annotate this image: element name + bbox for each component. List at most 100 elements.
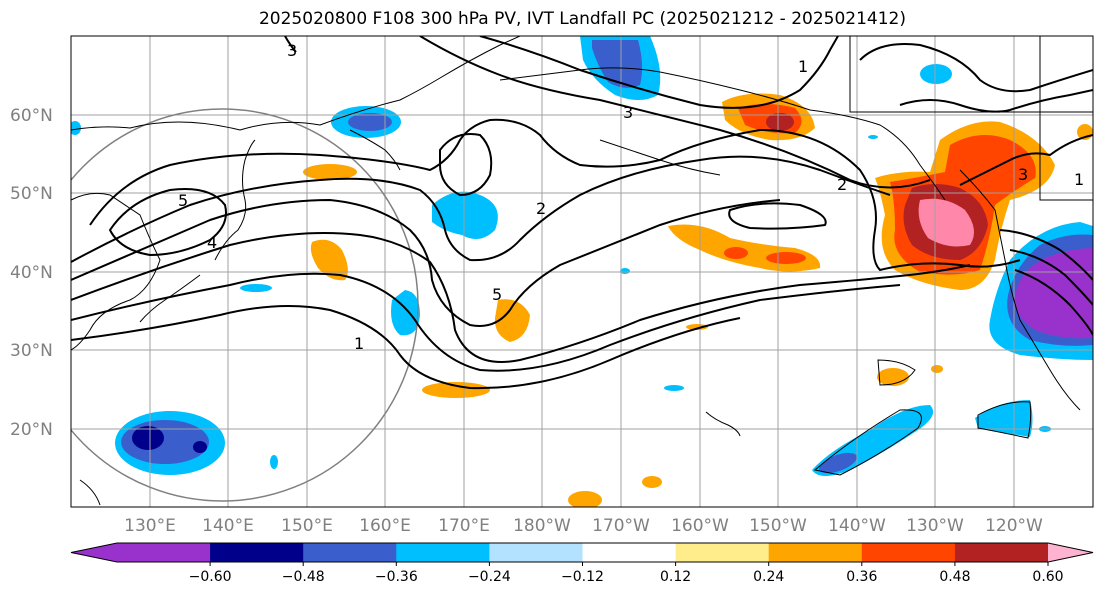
- anomaly-blob: [975, 400, 1033, 437]
- longitude-labels: 130°E 140°E 150°E 160°E 170°E 180°W 170°…: [124, 516, 1043, 536]
- coastline: [71, 192, 161, 351]
- coastline: [705, 411, 741, 437]
- colorbar-segment: [396, 543, 490, 562]
- anomaly-blob: [71, 121, 81, 135]
- anomaly-blob: [270, 455, 278, 469]
- contour-label: 3: [287, 41, 297, 60]
- contour-line: [1009, 249, 1093, 306]
- contour-label: 1: [354, 334, 364, 353]
- colorbar-extend-max: [1048, 543, 1093, 562]
- colorbar-segment: [210, 543, 304, 562]
- range-circle: [71, 108, 419, 502]
- colorbar-outline: [70, 542, 1094, 563]
- anomaly-blob: [568, 491, 602, 507]
- coastline: [959, 169, 1081, 411]
- lon-label: 170°W: [592, 516, 650, 536]
- contour-label: 3: [1018, 165, 1028, 184]
- anomaly-blob: [724, 247, 748, 259]
- anomaly-blob: [310, 239, 348, 281]
- coastline: [79, 479, 101, 506]
- lon-label: 180°W: [513, 516, 571, 536]
- contour-line: [284, 36, 297, 53]
- contour-line: [859, 43, 1093, 93]
- contour-line: [728, 202, 827, 230]
- contour-label: 5: [178, 191, 188, 210]
- contour-line: [479, 36, 839, 109]
- lon-label: 140°W: [828, 516, 886, 536]
- contour-line: [899, 89, 1093, 113]
- anomaly-blob: [348, 113, 392, 131]
- border: [1039, 36, 1093, 201]
- coastline: [499, 67, 946, 201]
- colorbar-segment: [954, 543, 1049, 562]
- anomaly-blob: [819, 452, 857, 474]
- anomaly-blob: [766, 113, 794, 131]
- colorbar-tick-label: −0.24: [468, 569, 511, 585]
- contour-label: 5: [492, 285, 502, 304]
- contour-line: [71, 272, 901, 372]
- anomaly-blob: [766, 252, 806, 264]
- contour-line: [71, 155, 891, 263]
- contour-line: [439, 133, 493, 197]
- contour-line: [89, 118, 1021, 272]
- coastline: [139, 274, 201, 323]
- colorbar-segment: [861, 543, 956, 562]
- coastline: [214, 139, 256, 261]
- lon-label: 160°W: [671, 516, 729, 536]
- colorbar: −0.60 −0.48 −0.36 −0.24 −0.12 0.12 0.24 0.36 0.4…: [70, 542, 1094, 585]
- contour-label: 2: [837, 175, 847, 194]
- contour-line: [877, 359, 916, 386]
- colorbar-tick-label: −0.60: [189, 569, 232, 585]
- contour-line: [71, 232, 971, 363]
- anomaly-blob: [920, 64, 952, 84]
- anomaly-blob: [432, 191, 498, 239]
- anomaly-blob: [303, 164, 357, 180]
- lon-label: 140°E: [202, 516, 254, 536]
- anomaly-blob: [642, 476, 662, 488]
- latitude-labels: 60°N 50°N 40°N 30°N 20°N: [10, 106, 53, 440]
- contour-line: [813, 409, 922, 476]
- positive-anomaly-fills: [303, 93, 1093, 507]
- colorbar-segment: [675, 543, 770, 562]
- lat-label: 60°N: [10, 106, 53, 126]
- anomaly-blob: [494, 299, 530, 342]
- anomaly-blob: [132, 426, 164, 450]
- colorbar-segment: [489, 543, 583, 562]
- colorbar-segment: [303, 543, 397, 562]
- colorbar-tick-label: −0.36: [375, 569, 418, 585]
- colorbar-tick-label: 0.24: [753, 569, 784, 585]
- contour-label: 1: [1074, 170, 1084, 189]
- anomaly-blob: [868, 135, 878, 139]
- lon-label: 160°E: [359, 516, 411, 536]
- graticule: [71, 36, 1093, 507]
- anomaly-blob: [193, 441, 207, 453]
- colorbar-segment: [582, 543, 677, 562]
- lon-label: 120°W: [985, 516, 1043, 536]
- lat-label: 40°N: [10, 263, 53, 283]
- border: [849, 36, 1093, 113]
- colorbar-segment: [117, 543, 211, 562]
- anomaly-blob: [592, 40, 643, 88]
- anomaly-blob: [422, 382, 490, 398]
- contour-line: [71, 198, 781, 327]
- lon-label: 150°W: [749, 516, 807, 536]
- contour-label: 2: [536, 199, 546, 218]
- colorbar-segment: [768, 543, 863, 562]
- anomaly-blob: [931, 365, 943, 373]
- map-frame: [70, 35, 1094, 508]
- colorbar-tick-label: −0.12: [561, 569, 604, 585]
- contour-line: [1014, 269, 1093, 336]
- negative-anomaly-fills: [71, 36, 1093, 476]
- ivt-contours: [71, 36, 1093, 390]
- lat-label: 50°N: [10, 184, 53, 204]
- contour-label: 3: [623, 103, 633, 122]
- colorbar-extend-min: [71, 543, 117, 562]
- thin-contours: [813, 359, 1032, 476]
- contour-line: [959, 134, 1093, 186]
- figure-title: 2025020800 F108 300 hPa PV, IVT Landfall…: [258, 9, 906, 29]
- lon-label: 130°E: [124, 516, 176, 536]
- lon-label: 170°E: [438, 516, 490, 536]
- lon-label: 130°W: [906, 516, 964, 536]
- lat-label: 30°N: [10, 341, 53, 361]
